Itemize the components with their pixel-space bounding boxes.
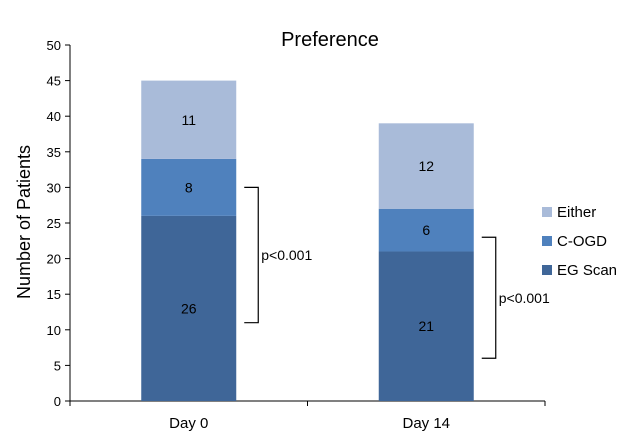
legend-swatch xyxy=(542,207,552,217)
data-label: 11 xyxy=(181,112,196,128)
data-label: 26 xyxy=(181,300,197,316)
bar-either-day-0 xyxy=(141,80,237,159)
legend-entry: EG Scan xyxy=(557,262,617,279)
y-tick-label: 10 xyxy=(47,323,61,338)
y-tick-label: 20 xyxy=(47,252,61,267)
y-tick-label: 30 xyxy=(47,180,61,195)
bar-c-ogd-day-14 xyxy=(378,208,474,252)
legend-entry: C-OGD xyxy=(557,233,607,250)
legend-entry: Either xyxy=(557,204,596,221)
data-label: 21 xyxy=(418,318,434,334)
y-tick-label: 35 xyxy=(47,145,61,160)
data-label: 12 xyxy=(418,158,434,174)
plot-area: 0 5 10 15 20 25 30 35 40 45 50 26 8 11 Day 0 21 6 12 Day 1… xyxy=(47,38,550,432)
legend: Either C-OGD EG Scan xyxy=(542,204,617,279)
y-axis-label: Number of Patients xyxy=(14,145,34,299)
y-tick-label: 45 xyxy=(47,74,61,89)
bar-either-day-14 xyxy=(378,123,474,209)
y-tick-label: 15 xyxy=(47,287,61,302)
bar-eg-scan-day-0 xyxy=(141,215,237,401)
bar-c-ogd-day-0 xyxy=(141,158,237,216)
x-category-label: Day 14 xyxy=(402,415,450,432)
significance-bracket xyxy=(481,236,497,359)
y-tick-label: 5 xyxy=(54,358,61,373)
legend-swatch xyxy=(542,265,552,275)
x-category-label: Day 0 xyxy=(169,415,208,432)
bar-eg-scan-day-14 xyxy=(378,251,474,401)
y-tick-label: 0 xyxy=(54,394,61,409)
chart-title: Preference xyxy=(281,29,379,51)
significance-label: p<0.001 xyxy=(499,290,550,306)
y-tick-label: 40 xyxy=(47,109,61,124)
data-label: 6 xyxy=(422,222,430,238)
y-tick-label: 50 xyxy=(47,38,61,53)
significance-bracket xyxy=(244,186,259,324)
significance-label: p<0.001 xyxy=(261,247,312,263)
data-label: 8 xyxy=(185,179,193,195)
y-tick-label: 25 xyxy=(47,216,61,231)
legend-swatch xyxy=(542,236,552,246)
